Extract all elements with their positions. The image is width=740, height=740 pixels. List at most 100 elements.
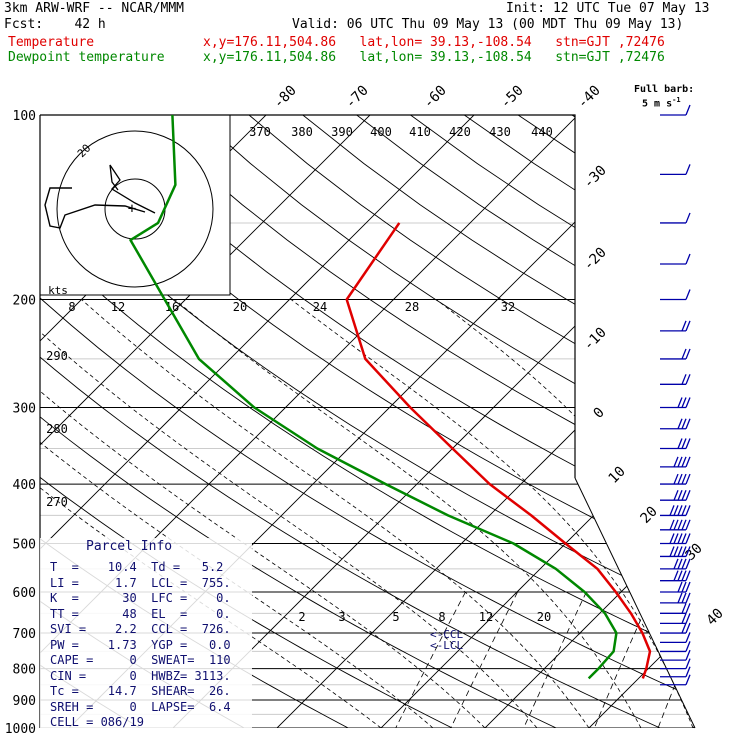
wind-barb-flag [673, 489, 679, 501]
wind-barb-flag [685, 348, 691, 360]
wind-barb-flag [681, 581, 687, 593]
isotherm-line [40, 115, 371, 728]
isotherm-line [276, 115, 695, 728]
wind-barb-flag [685, 320, 691, 332]
wind-barb-flag [681, 603, 687, 614]
storm-motion-marker: + [128, 201, 136, 217]
wind-barb-flag [685, 581, 691, 593]
isotherm-line [484, 115, 695, 728]
moist-adiabat-line [290, 299, 694, 728]
theta-label: 380 [291, 125, 313, 139]
wind-barb-flag [681, 320, 687, 332]
hodograph-box [40, 115, 231, 296]
plot-corner [574, 477, 696, 729]
dry-adiabat-line [40, 115, 695, 728]
isotherm-line [692, 115, 695, 728]
isotherm-line [40, 115, 475, 728]
dry-adiabat-line [734, 115, 740, 728]
dry-adiabat-line [571, 115, 695, 728]
wind-barb-flag [685, 533, 691, 544]
wind-barb-flag [673, 533, 679, 544]
theta-label: 290 [46, 349, 68, 363]
forecast-hour: Fcst: 42 h [4, 17, 106, 32]
wind-barb-flag [681, 418, 687, 430]
wind-barb-flag [685, 164, 691, 175]
wind-barb-flag [677, 592, 683, 604]
wind-barb-flag [677, 505, 683, 516]
parcel-info-row: PW = 1.73 YGP = 0.0 [50, 637, 231, 652]
dry-adiabat-line [356, 115, 695, 728]
wind-barb-flag [685, 374, 691, 385]
isotherm-line [588, 115, 695, 728]
wind-barb-flag [685, 558, 691, 570]
theta-label: 280 [46, 422, 68, 436]
wind-barb-flag [677, 489, 683, 501]
speed-label: 32 [501, 300, 515, 314]
pressure-tick-label: 900 [13, 694, 36, 709]
dry-adiabat-line [40, 115, 695, 728]
parcel-info-row: TT = 48 EL = 0. [50, 606, 231, 621]
barb-legend-value: 5 m s [642, 98, 673, 110]
wind-barb-flag [685, 649, 691, 661]
pressure-tick-label: 300 [13, 401, 36, 416]
wind-barb-flag [669, 533, 675, 544]
temperature-location: x,y=176.11,504.86 lat,lon= 39.13,-108.54… [203, 35, 665, 50]
dry-adiabat-line [40, 115, 661, 728]
wind-barb-flag [681, 473, 687, 485]
wind-barb-flag [673, 456, 679, 468]
speed-label: 24 [313, 300, 327, 314]
dewpoint-location: x,y=176.11,504.86 lat,lon= 39.13,-108.54… [203, 50, 665, 65]
parcel-info-row: CIN = 0 HWBZ= 3113. [50, 668, 231, 683]
parcel-info-title: Parcel Info [86, 539, 173, 554]
wind-barb-flag [681, 546, 687, 557]
dry-adiabat-line [87, 115, 695, 728]
wind-barb-flag [677, 456, 683, 468]
temperature-label: Temperature [8, 35, 95, 50]
dry-adiabat-line [194, 115, 695, 728]
parcel-info-row: SVI = 2.2 CCL = 726. [50, 622, 231, 636]
parcel-info-row: Tc = 14.7 SHEAR= 26. [50, 684, 231, 698]
model-title: 3km ARW-WRF -- NCAR/MMM [4, 1, 185, 16]
wind-barb-flag [669, 546, 675, 557]
wind-barb-flag [685, 592, 691, 604]
pressure-tick-label: 700 [13, 627, 36, 642]
wind-barb-flag [677, 533, 683, 544]
speed-label: 20 [233, 300, 247, 314]
parcel-info-row: CELL = 086/19 [50, 715, 144, 729]
wind-barb-flag [681, 533, 687, 544]
parcel-info-row: T = 10.4 Td = 5.2 [50, 560, 224, 574]
wind-barb-flag [685, 546, 691, 557]
pressure-tick-label: 400 [13, 478, 36, 493]
pressure-tick-label: 200 [13, 294, 36, 309]
wind-barb-flag [681, 374, 687, 385]
isotherm-label: -80 [271, 83, 300, 112]
wind-barb-flag [681, 558, 687, 570]
wind-barb-flag [677, 546, 683, 557]
dry-adiabat-line [40, 115, 557, 728]
wind-barb-flag [685, 456, 691, 468]
wind-barb-flag [681, 570, 687, 581]
pressure-tick-label: 100 [13, 109, 36, 124]
ccl-label: <-CCL [430, 628, 463, 641]
theta-label: 440 [531, 125, 553, 139]
wind-barb-flag [673, 558, 679, 570]
wind-barb-flag [669, 519, 675, 531]
hodograph-trace [109, 164, 156, 214]
pressure-tick-label: 600 [13, 586, 36, 601]
wind-barb-flag [677, 473, 683, 485]
wind-barb-flag [685, 397, 691, 408]
isotherm-label: -50 [498, 83, 527, 112]
wind-barb-flag [669, 505, 675, 516]
mixing-ratio-line [523, 591, 587, 728]
mixing-ratio-line [395, 591, 466, 728]
wind-barb-flag [685, 473, 691, 485]
theta-label: 400 [370, 125, 392, 139]
init-time: Init: 12 UTC Tue 07 May 13 [506, 1, 710, 16]
speed-label: 12 [111, 300, 125, 314]
parcel-info-row: LI = 1.7 LCL = 755. [50, 575, 231, 590]
wind-barb-flag [685, 641, 691, 652]
mixing-ratio-label: 2 [298, 610, 305, 624]
isotherm-label: 40 [704, 606, 727, 629]
moist-adiabat-line [40, 299, 538, 728]
parcel-info-background [40, 538, 252, 728]
